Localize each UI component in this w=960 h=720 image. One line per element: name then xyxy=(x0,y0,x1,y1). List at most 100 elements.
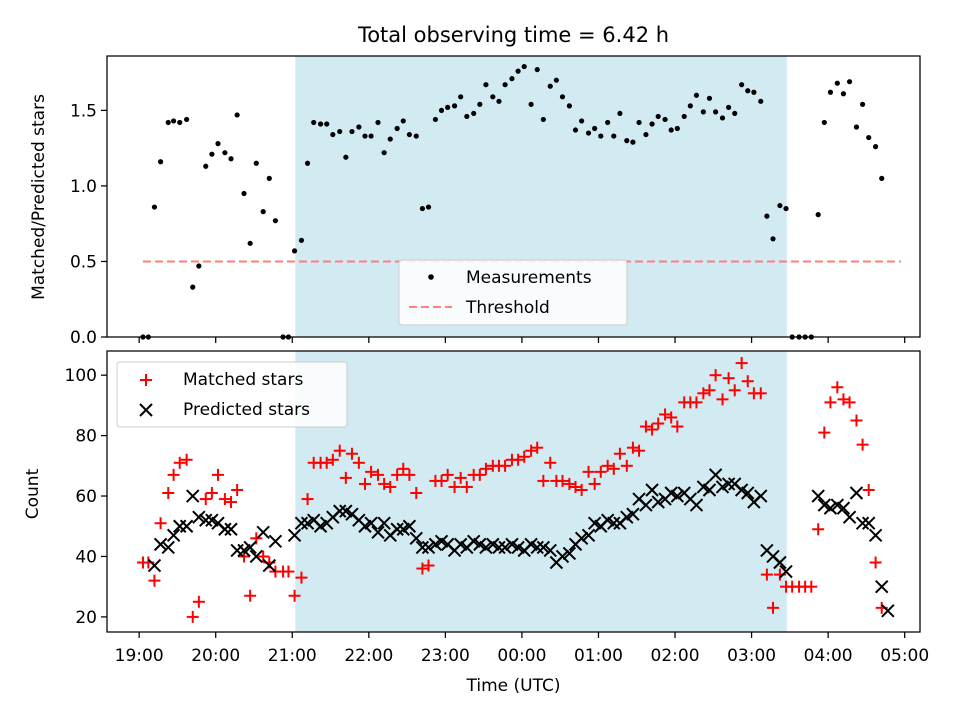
y-tick-label: 1.0 xyxy=(70,177,97,197)
matched-star-point xyxy=(372,468,384,481)
measurement-point xyxy=(394,125,400,132)
predicted-star-point xyxy=(581,528,596,543)
predicted-star-point xyxy=(689,498,704,512)
measurement-point xyxy=(540,116,546,123)
measurement-point xyxy=(260,209,266,215)
count-panel-frame xyxy=(106,350,921,633)
predicted-marker-b xyxy=(689,498,704,512)
predicted-marker-b xyxy=(161,540,175,555)
predicted-marker-b xyxy=(421,540,436,555)
measurement-point xyxy=(617,110,623,117)
predicted-star-point xyxy=(199,513,213,527)
predicted-marker-b xyxy=(702,483,717,497)
measurement-point xyxy=(553,77,559,83)
predicted-star-point xyxy=(823,501,838,515)
matched-star-point xyxy=(320,456,333,469)
measurement-point xyxy=(751,89,757,95)
x-tick-label: 00:00 xyxy=(497,646,546,666)
count-y-axis-label: Count xyxy=(23,468,43,519)
measurement-point xyxy=(515,68,521,74)
measurement-point xyxy=(477,101,483,107)
predicted-star-point xyxy=(708,468,723,482)
measurement-point xyxy=(356,124,362,130)
matched-star-point xyxy=(856,438,869,451)
measurement-point xyxy=(368,133,374,139)
measurement-point xyxy=(432,116,439,123)
measurement-point xyxy=(777,202,783,209)
measurement-point xyxy=(572,127,579,133)
measurement-point xyxy=(304,160,311,166)
legend-matched-marker xyxy=(140,374,152,386)
predicted-marker-b xyxy=(587,516,602,530)
count-legend-box xyxy=(116,361,348,428)
predicted-marker-b xyxy=(166,528,181,543)
predicted-star-point xyxy=(287,528,302,543)
predicted-stars-points xyxy=(147,468,895,618)
predicted-marker-b xyxy=(836,501,851,515)
matched-star-point xyxy=(288,589,301,602)
measurement-point xyxy=(165,119,171,126)
predicted-star-point xyxy=(702,483,717,497)
measurement-point xyxy=(770,236,776,242)
measurement-point xyxy=(846,79,853,85)
predicted-marker-b xyxy=(875,579,889,594)
observing-window-shade-lower xyxy=(295,351,787,632)
measurement-point xyxy=(655,113,661,120)
ratio-legend: Measurements Threshold xyxy=(398,259,628,326)
y-tick-label: 20 xyxy=(75,608,97,628)
measurement-point xyxy=(387,136,393,142)
y-tick-label: 60 xyxy=(75,487,97,507)
predicted-star-point xyxy=(498,540,512,555)
matched-star-point xyxy=(244,589,257,602)
predicted-marker-b xyxy=(543,543,557,558)
predicted-marker-b xyxy=(345,507,359,521)
predicted-marker-b xyxy=(249,549,263,564)
predicted-marker-b xyxy=(811,489,825,503)
matched-star-point xyxy=(767,601,780,614)
predicted-star-point xyxy=(371,525,385,539)
matched-star-point xyxy=(365,465,378,478)
measurement-point xyxy=(866,134,872,141)
predicted-marker-b xyxy=(862,516,876,530)
measurement-point xyxy=(196,263,202,269)
predicted-marker-b xyxy=(306,513,321,527)
matched-star-point xyxy=(639,420,652,433)
measurement-point xyxy=(605,119,611,126)
matched-star-point xyxy=(607,462,620,475)
measurement-point xyxy=(203,163,209,169)
predicted-marker-b xyxy=(626,507,640,521)
matched-star-point xyxy=(531,441,544,454)
predicted-marker-b xyxy=(498,540,512,555)
measurement-point xyxy=(713,109,719,115)
matched-star-point xyxy=(818,426,831,439)
matched-star-point xyxy=(441,468,454,481)
predicted-marker-b xyxy=(268,534,283,549)
predicted-marker-b xyxy=(186,489,200,503)
measurement-point xyxy=(330,131,336,138)
measurement-point xyxy=(764,213,770,219)
measurement-point xyxy=(464,113,470,120)
chart-title: Total observing time = 6.42 h xyxy=(357,23,669,47)
predicted-marker-b xyxy=(842,510,857,524)
measurement-point xyxy=(872,144,879,150)
matched-star-point xyxy=(588,477,601,490)
predicted-marker-b xyxy=(402,519,417,533)
predicted-marker-b xyxy=(741,486,755,500)
predicted-star-point xyxy=(779,564,793,579)
matched-star-point xyxy=(205,487,218,500)
predicted-star-point xyxy=(249,549,263,564)
predicted-star-point xyxy=(881,604,895,618)
measurement-point xyxy=(471,110,477,117)
predicted-marker-b xyxy=(486,537,500,552)
measurement-point xyxy=(859,101,866,107)
x-tick-label: 21:00 xyxy=(268,646,317,666)
matched-star-point xyxy=(633,444,646,457)
measurement-point xyxy=(400,118,406,124)
predicted-star-point xyxy=(536,540,551,555)
predicted-marker-b xyxy=(721,477,736,491)
predicted-marker-b xyxy=(147,558,162,573)
matched-star-point xyxy=(358,477,371,490)
x-tick-label: 22:00 xyxy=(344,646,393,666)
measurement-point xyxy=(490,94,496,100)
